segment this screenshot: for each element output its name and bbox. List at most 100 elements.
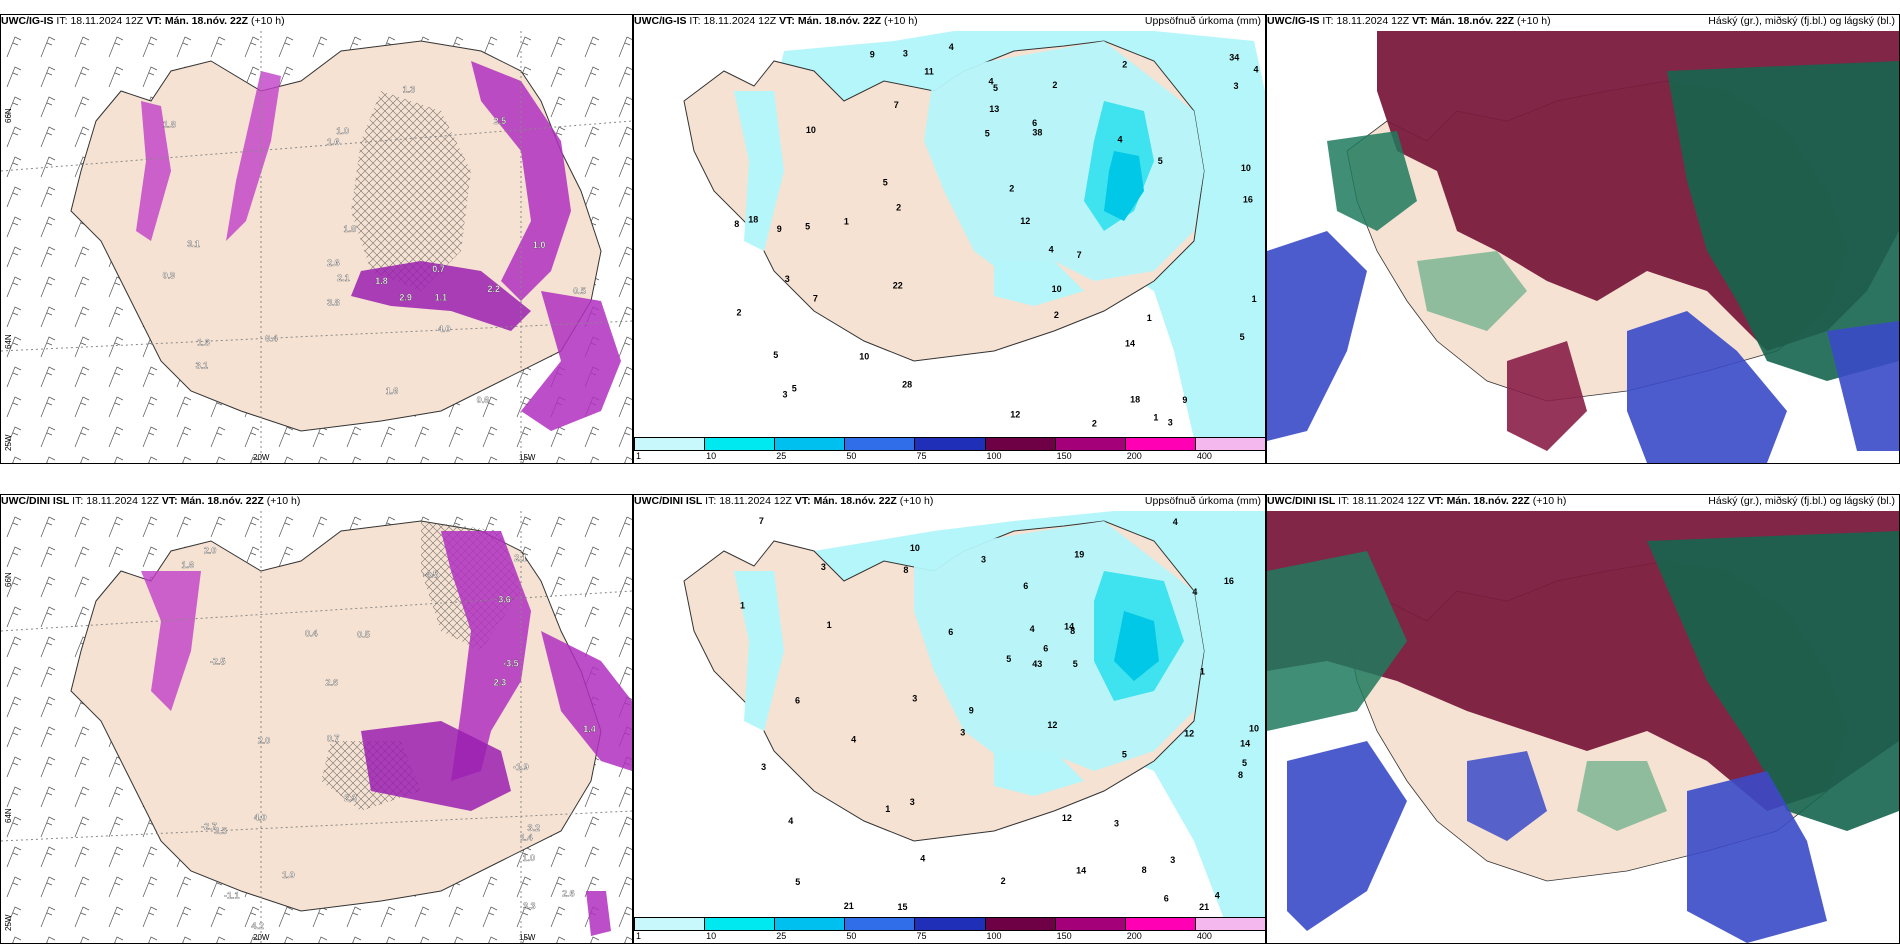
wind-value-labels: 0.4 0.5 1.4 0.7 2.6 4.0 2.3 3.6 1.6 2.1 2.6 1.0 3.3 2… xyxy=(181,545,596,931)
cloud-map-svg xyxy=(1267,511,1899,943)
precip-area-medium xyxy=(924,41,1204,281)
precip-value-label: 3 xyxy=(981,555,986,565)
colorbar-segment xyxy=(774,917,846,931)
precip-value-label: 8 xyxy=(1142,865,1147,875)
colorbar-segment xyxy=(1194,917,1266,931)
wind-value-label: 0.5 xyxy=(357,630,370,640)
precip-value-label: 10 xyxy=(806,125,816,135)
colorbar-tick-label: 100 xyxy=(986,931,1002,941)
valid-time: Mán. 18.nóv. 22Z xyxy=(797,15,882,27)
precip-value-label: 4 xyxy=(1215,891,1220,901)
precip-value-label: 5 xyxy=(795,877,800,887)
colorbar-tick-label: 150 xyxy=(1056,451,1072,461)
wind-value-label: 0.7 xyxy=(327,734,340,744)
precip-value-label: 5 xyxy=(805,222,810,232)
wind-value-label: 4.2 xyxy=(251,921,264,931)
precip-map-svg: 3425991245564710101118223438414543510281… xyxy=(683,31,1265,439)
wind-value-label: -1.1 xyxy=(224,891,240,901)
precip-value-label: 2 xyxy=(1009,184,1014,194)
precip-value-label: 10 xyxy=(910,543,920,553)
model-name: UWC/IG-IS xyxy=(1,15,54,27)
cloud-green-edge xyxy=(1577,761,1667,831)
colorbar-tick-label: 400 xyxy=(1196,451,1212,461)
cloud-low-south xyxy=(1627,311,1787,463)
colorbar-segment xyxy=(844,437,916,451)
cloud-high-west xyxy=(1327,131,1417,231)
lat-label: 66N xyxy=(4,108,13,123)
precip-value-label: 10 xyxy=(859,351,869,361)
precip-value-label: 2 xyxy=(1054,310,1059,320)
colorbar-tick-label: 100 xyxy=(986,451,1002,461)
it-label: IT: xyxy=(705,495,717,507)
cloud-low-west xyxy=(1287,741,1407,931)
wind-value-label: 0.5 xyxy=(573,286,586,296)
vt-label: VT: xyxy=(1412,15,1428,27)
colorbar-tick-label: 150 xyxy=(1056,931,1072,941)
colorbar-tick-label: 200 xyxy=(1126,451,1142,461)
lead-time: (+10 h) xyxy=(1517,15,1551,27)
precip-value-label: 21 xyxy=(1199,902,1209,912)
lat-line xyxy=(1,590,632,632)
cloud-low-east xyxy=(1827,321,1899,451)
valid-time: Mán. 18.nóv. 22Z xyxy=(180,495,264,507)
precip-value-label: 22 xyxy=(893,281,903,291)
cloud-high-west xyxy=(1267,551,1407,731)
precip-value-label: 1 xyxy=(885,804,890,814)
lon-label: 15W xyxy=(519,933,536,942)
colorbar-tick-label: 200 xyxy=(1126,931,1142,941)
precip-value-label: 13 xyxy=(989,104,999,114)
wind-value-label: 2.1 xyxy=(514,553,527,563)
colorbar-segment xyxy=(984,437,1056,451)
precip-value-labels: 3425991245564710101118223438414543510281… xyxy=(734,42,1258,428)
precip-value-label: 3 xyxy=(912,693,917,703)
precip-value-label: 5 xyxy=(1122,749,1127,759)
precip-area-max xyxy=(1114,611,1159,681)
cloud-high-layer xyxy=(1667,61,1899,381)
precip-colorbar: 1 10 25 50 75 100 150 200 400 xyxy=(634,917,1266,941)
panel-title: Háský (gr.), miðský (fj.bl.) og lágský (… xyxy=(1708,15,1895,27)
precip-colorbar: 1 10 25 50 75 100 150 200 400 xyxy=(634,437,1266,461)
precip-value-label: 2 xyxy=(1122,60,1127,70)
colorbar-segment xyxy=(914,437,986,451)
wind-value-label: 2.1 xyxy=(337,273,350,283)
wind-value-label: 1.0 xyxy=(523,853,536,863)
vt-label: VT: xyxy=(794,495,811,507)
colorbar-segment xyxy=(634,917,706,931)
precip-value-label: 12 xyxy=(1184,728,1194,738)
wind-map-svg: 66N 64N 25W 20W 15W 0.60.51.32.10.71.61.… xyxy=(1,31,632,463)
precip-value-label: 1 xyxy=(1200,667,1205,677)
lat-label: 64N xyxy=(4,808,13,823)
precip-value-label: 34 xyxy=(1229,53,1239,63)
panel-row1-precip: UWC/IG-IS IT: 18.11.2024 12Z VT: Mán. 18… xyxy=(633,14,1266,464)
wind-value-label: 2.3 xyxy=(494,678,507,688)
precip-value-label: 10 xyxy=(1249,723,1259,733)
wind-value-label: 1.6 xyxy=(386,386,399,396)
precip-value-label: 1 xyxy=(740,600,745,610)
cloud-green-edge xyxy=(1417,251,1527,331)
precip-value-label: 9 xyxy=(777,224,782,234)
wind-value-label: 2.6 xyxy=(562,889,575,899)
lat-line xyxy=(1,320,632,352)
model-name: UWC/DINI ISL xyxy=(634,495,703,507)
colorbar-tick-label: 50 xyxy=(846,451,857,461)
wind-value-label: 1.6 xyxy=(327,137,340,147)
precip-value-label: 3 xyxy=(1170,855,1175,865)
panel-row1-cloud: UWC/IG-IS IT: 18.11.2024 12Z VT: Mán. 18… xyxy=(1266,14,1900,464)
precip-value-label: 15 xyxy=(898,902,908,912)
precip-value-label: 18 xyxy=(748,215,758,225)
precip-value-label: 8 xyxy=(734,219,739,229)
precip-value-label: 5 xyxy=(1158,156,1163,166)
panel-header: UWC/IG-IS IT: 18.11.2024 12Z VT: Mán. 18… xyxy=(1267,13,1551,29)
precip-value-label: 5 xyxy=(993,83,998,93)
precip-value-label: 6 xyxy=(1032,118,1037,128)
panel-row2-wind: UWC/DINI ISL IT: 18.11.2024 12Z VT: Mán.… xyxy=(0,494,633,944)
precip-value-label: 5 xyxy=(985,129,990,139)
vt-label: VT: xyxy=(779,15,795,27)
it-label: IT: xyxy=(56,15,68,27)
precip-value-label: 4 xyxy=(989,77,994,87)
precip-value-label: 9 xyxy=(969,705,974,715)
cloud-map xyxy=(1267,511,1899,943)
precip-value-label: 3 xyxy=(785,274,790,284)
panel-row2-precip: UWC/DINI ISL IT: 18.11.2024 12Z VT: Mán.… xyxy=(633,494,1266,944)
precip-value-label: 4 xyxy=(1192,587,1197,597)
